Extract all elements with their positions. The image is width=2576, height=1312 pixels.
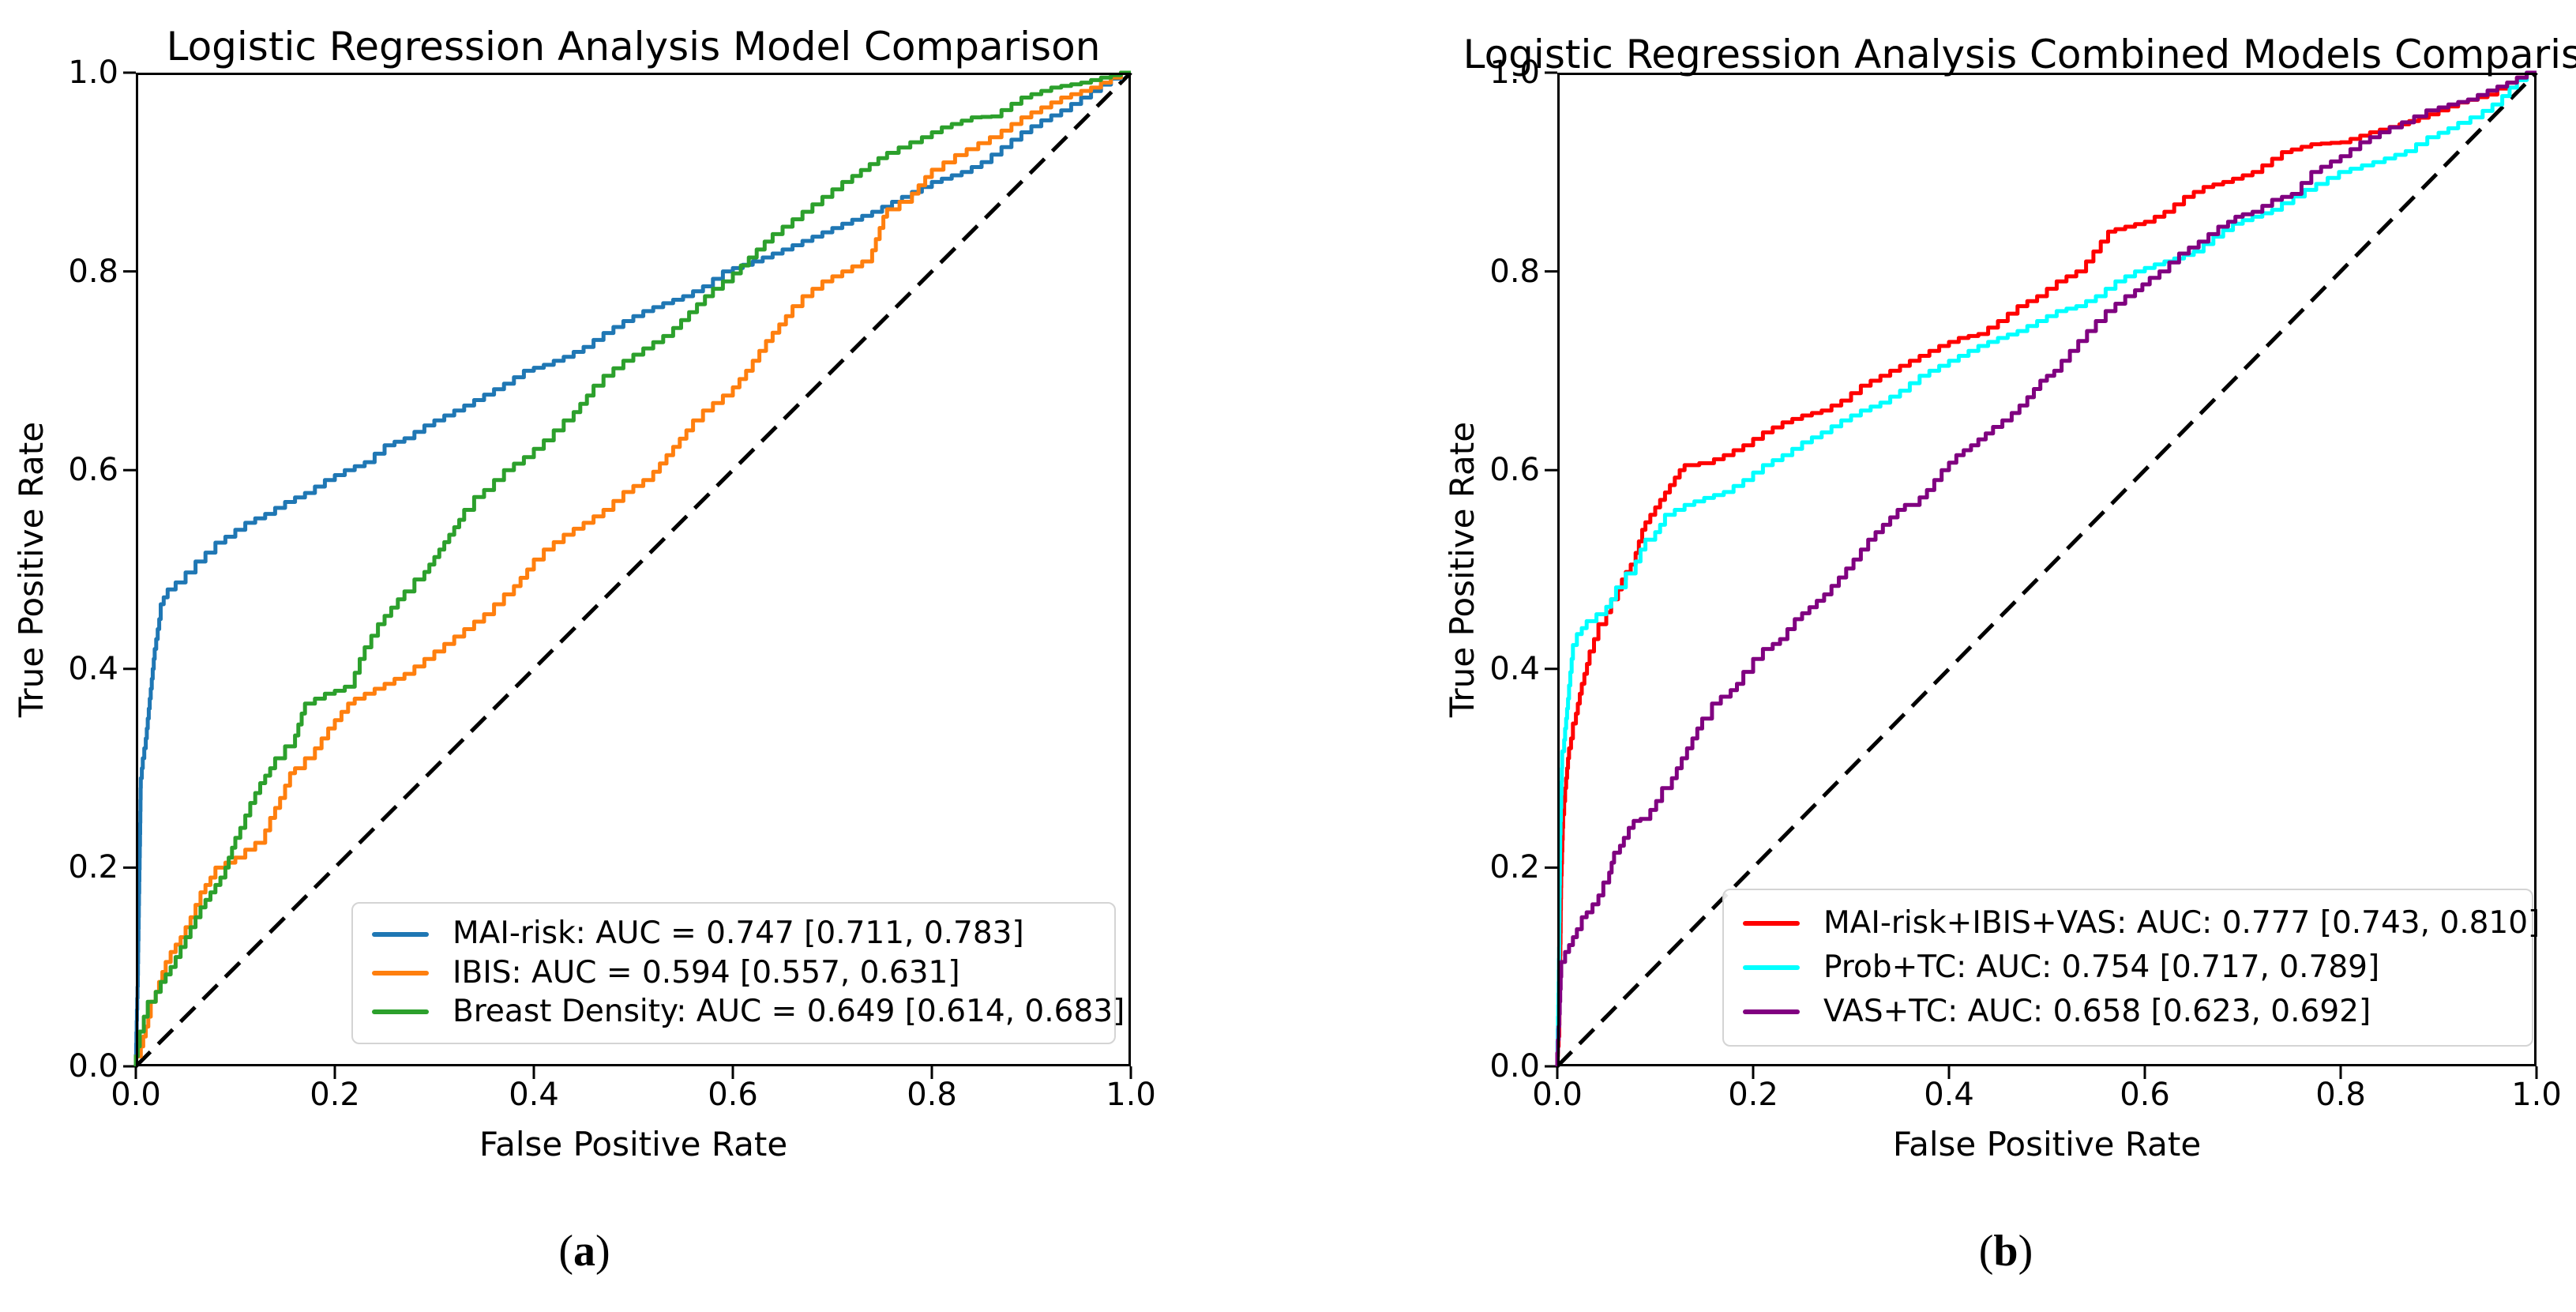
y-tick-label: 0.8 (1489, 253, 1540, 290)
x-tick-label: 0.6 (2120, 1077, 2170, 1113)
y-tick-label: 0.0 (68, 1048, 118, 1085)
roc-plot-svg-b (1545, 70, 2538, 1079)
y-tick-label: 1.0 (1489, 55, 1540, 91)
legend-box-a: MAI-risk: AUC = 0.747 [0.711, 0.783] IBIS… (351, 902, 1125, 1044)
axes-frame (1557, 73, 2537, 1066)
roc-curve-VAS+TC (1555, 70, 2537, 1066)
roc-curve-MAI-risk+IBIS+VAS (1555, 70, 2537, 1066)
panel-b-plot-area (1545, 70, 2538, 1079)
y-tick-label: 0.4 (68, 650, 118, 687)
caption-a-letter: a (573, 1227, 595, 1276)
x-tick-label: 0.4 (1924, 1077, 1974, 1113)
y-tick-labels-a: 0.0 0.2 0.4 0.6 0.8 1.0 (0, 57, 118, 1082)
x-tick-label: 0.2 (1728, 1077, 1778, 1113)
chance-diagonal-line (134, 71, 1132, 1068)
y-tick-label: 0.6 (68, 452, 118, 489)
legend-label: MAI-risk: AUC = 0.747 [0.711, 0.783] (452, 915, 1024, 952)
y-tick-label: 0.6 (1489, 452, 1540, 489)
legend-item: VAS+TC: AUC: 0.658 [0.623, 0.692] (1743, 994, 2513, 1030)
legend-label: MAI-risk+IBIS+VAS: AUC: 0.777 [0.743, 0.… (1823, 904, 2540, 941)
x-tick-label: 0.4 (509, 1077, 559, 1113)
legend-item: Breast Density: AUC = 0.649 [0.614, 0.68… (372, 994, 1125, 1030)
x-axis-label-a: False Positive Rate (479, 1125, 788, 1164)
roc-curve-Breast Density (133, 70, 1131, 1066)
legend-label: Breast Density: AUC = 0.649 [0.614, 0.68… (452, 993, 1125, 1029)
roc-curve-Prob+TC (1555, 70, 2537, 1066)
y-tick-label: 0.2 (68, 849, 118, 886)
legend-item: MAI-risk+IBIS+VAS: AUC: 0.777 [0.743, 0.… (1743, 905, 2540, 942)
legend-item: Prob+TC: AUC: 0.754 [0.717, 0.789] (1743, 949, 2513, 986)
legend-label: VAS+TC: AUC: 0.658 [0.623, 0.692] (1823, 993, 2371, 1029)
roc-curve-MAI-risk (133, 70, 1131, 1066)
x-tick-label: 0.0 (111, 1077, 161, 1113)
x-tick-label: 0.6 (708, 1077, 758, 1113)
y-tick-labels-b: 0.0 0.2 0.4 0.6 0.8 1.0 (1421, 57, 1540, 1082)
y-tick-label: 0.0 (1489, 1048, 1540, 1085)
y-tick-label: 0.2 (1489, 849, 1540, 886)
panel-a-plot-area (123, 70, 1132, 1079)
legend-line-swatch (1743, 1009, 1800, 1014)
x-axis-label-b: False Positive Rate (1892, 1125, 2202, 1164)
x-tick-label: 0.0 (1532, 1077, 1583, 1113)
chance-diagonal-line (1556, 71, 2538, 1068)
legend-label: IBIS: AUC = 0.594 [0.557, 0.631] (452, 954, 960, 991)
legend-line-swatch (1743, 921, 1800, 926)
subfigure-caption-b: (b) (1978, 1227, 2033, 1276)
legend-line-swatch (372, 970, 429, 976)
y-axis-label-a: True Positive Rate (12, 421, 51, 718)
x-tick-labels-a: 0.0 0.2 0.4 0.6 0.8 1.0 (111, 1077, 1156, 1114)
legend-item: MAI-risk: AUC = 0.747 [0.711, 0.783] (372, 915, 1095, 952)
y-tick-label: 0.8 (68, 253, 118, 290)
legend-label: Prob+TC: AUC: 0.754 [0.717, 0.789] (1823, 949, 2380, 985)
legend-line-swatch (372, 931, 429, 937)
legend-line-swatch (372, 1009, 429, 1015)
caption-b-letter: b (1993, 1227, 2018, 1276)
legend-box-b: MAI-risk+IBIS+VAS: AUC: 0.777 [0.743, 0.… (1722, 889, 2540, 1047)
x-tick-label: 0.8 (2315, 1077, 2366, 1113)
roc-plot-svg-a (123, 70, 1132, 1079)
x-tick-label: 0.2 (310, 1077, 360, 1113)
x-tick-label: 0.8 (907, 1077, 957, 1113)
axes-frame (136, 73, 1131, 1066)
x-tick-label: 1.0 (2511, 1077, 2562, 1113)
subfigure-caption-a: (a) (558, 1227, 610, 1276)
y-tick-label: 1.0 (68, 55, 118, 91)
legend-line-swatch (1743, 965, 1800, 970)
panel-b-title: Logistic Regression Analysis Combined Mo… (1463, 32, 2576, 77)
x-tick-labels-b: 0.0 0.2 0.4 0.6 0.8 1.0 (1532, 1077, 2562, 1114)
panel-a-title: Logistic Regression Analysis Model Compa… (166, 24, 1101, 70)
y-axis-label-b: True Positive Rate (1443, 421, 1481, 718)
y-tick-label: 0.4 (1489, 650, 1540, 687)
x-tick-label: 1.0 (1106, 1077, 1156, 1113)
legend-item: IBIS: AUC = 0.594 [0.557, 0.631] (372, 954, 1095, 991)
